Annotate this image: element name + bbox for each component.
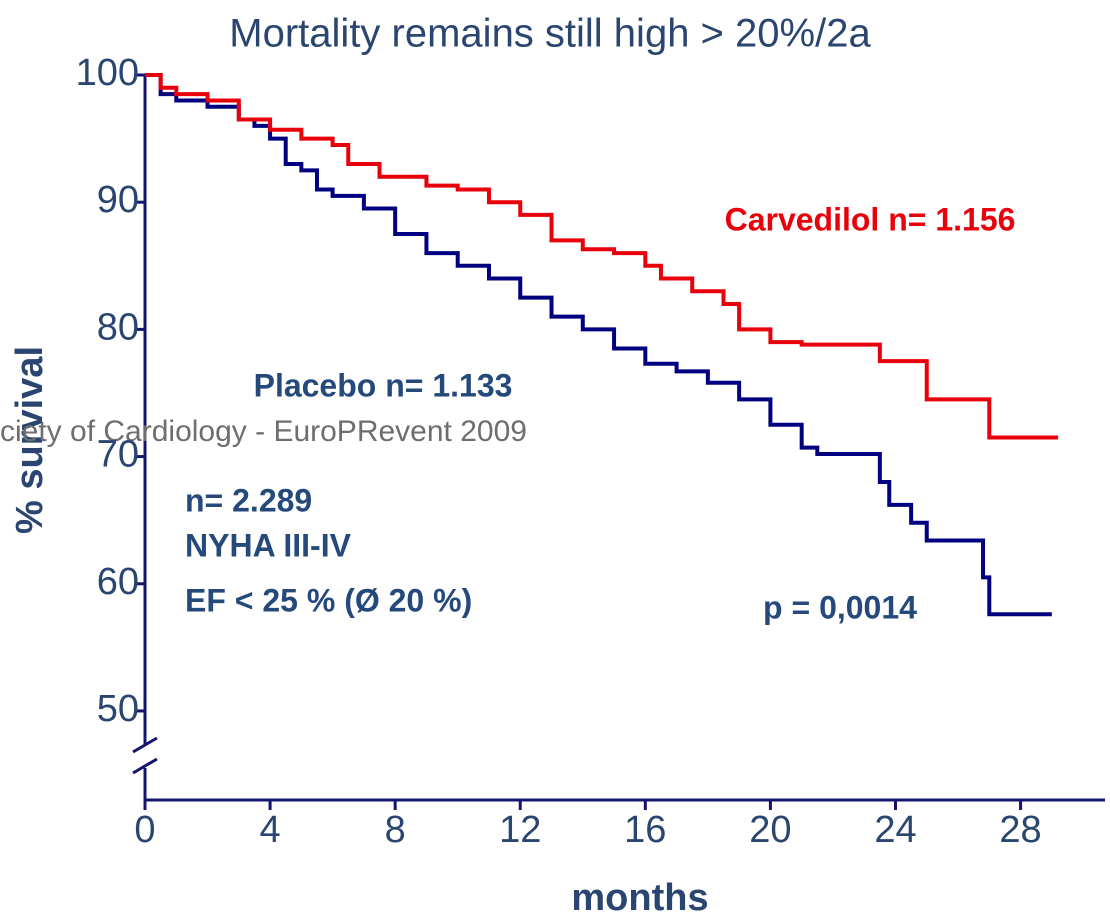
x-tick-label: 4 xyxy=(260,809,281,851)
y-tick-label: 80 xyxy=(97,306,139,348)
x-tick-label: 20 xyxy=(749,809,791,851)
x-tick-label: 0 xyxy=(134,809,155,851)
x-tick-label: 8 xyxy=(385,809,406,851)
annotation: EF < 25 % (Ø 20 %) xyxy=(185,582,472,618)
y-tick-label: 100 xyxy=(76,52,139,94)
x-axis-label: months xyxy=(571,877,708,919)
annotation: NYHA III-IV xyxy=(185,527,352,563)
y-tick-label: 70 xyxy=(97,434,139,476)
x-tick-label: 28 xyxy=(999,809,1041,851)
chart-title: Mortality remains still high > 20%/2a xyxy=(229,12,871,56)
x-tick-label: 24 xyxy=(874,809,916,851)
annotation: p = 0,0014 xyxy=(763,589,917,625)
axis-break xyxy=(132,757,158,775)
axis-break xyxy=(132,736,158,754)
legend-label: Carvedilol n= 1.156 xyxy=(725,201,1016,237)
annotation: n= 2.289 xyxy=(185,482,312,518)
survival-curve xyxy=(145,73,1052,617)
x-tick-label: 16 xyxy=(624,809,666,851)
y-tick-label: 50 xyxy=(97,688,139,730)
y-tick-label: 60 xyxy=(97,561,139,603)
y-tick-label: 90 xyxy=(97,179,139,221)
x-tick-label: 12 xyxy=(499,809,541,851)
legend-label: Placebo n= 1.133 xyxy=(254,367,513,403)
watermark: ciety of Cardiology - EuroPRevent 2009 xyxy=(0,415,527,448)
survival-curve xyxy=(145,73,1059,440)
y-axis-label: % survival xyxy=(9,346,51,534)
